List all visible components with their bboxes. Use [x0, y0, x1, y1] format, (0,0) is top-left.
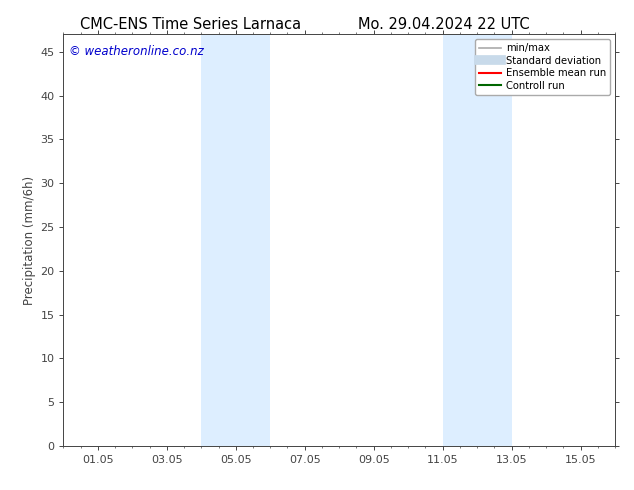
Bar [443, 34, 512, 446]
Text: Mo. 29.04.2024 22 UTC: Mo. 29.04.2024 22 UTC [358, 17, 529, 32]
Text: © weatheronline.co.nz: © weatheronline.co.nz [69, 45, 204, 58]
Y-axis label: Precipitation (mm/6h): Precipitation (mm/6h) [23, 175, 36, 305]
Bar [202, 34, 270, 446]
Legend: min/max, Standard deviation, Ensemble mean run, Controll run: min/max, Standard deviation, Ensemble me… [475, 39, 610, 95]
Text: CMC-ENS Time Series Larnaca: CMC-ENS Time Series Larnaca [80, 17, 301, 32]
